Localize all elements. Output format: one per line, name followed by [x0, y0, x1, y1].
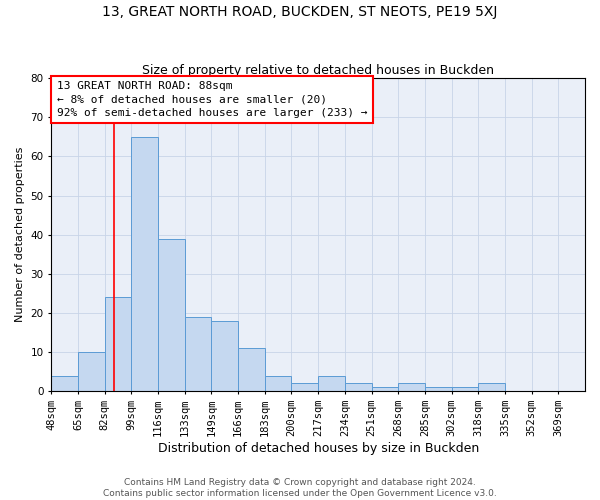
Text: 13 GREAT NORTH ROAD: 88sqm
← 8% of detached houses are smaller (20)
92% of semi-: 13 GREAT NORTH ROAD: 88sqm ← 8% of detac… — [56, 82, 367, 118]
Text: Contains HM Land Registry data © Crown copyright and database right 2024.
Contai: Contains HM Land Registry data © Crown c… — [103, 478, 497, 498]
Title: Size of property relative to detached houses in Buckden: Size of property relative to detached ho… — [142, 64, 494, 77]
Bar — [292, 384, 318, 392]
Bar — [265, 376, 292, 392]
Bar — [158, 238, 185, 392]
Bar — [52, 376, 78, 392]
Bar — [345, 384, 371, 392]
Bar — [478, 384, 505, 392]
Bar — [78, 352, 104, 392]
Bar — [371, 388, 398, 392]
Bar — [425, 388, 452, 392]
Bar — [318, 376, 345, 392]
Bar — [104, 298, 131, 392]
Y-axis label: Number of detached properties: Number of detached properties — [15, 147, 25, 322]
Bar — [452, 388, 478, 392]
Bar — [211, 321, 238, 392]
Bar — [131, 137, 158, 392]
Bar — [398, 384, 425, 392]
X-axis label: Distribution of detached houses by size in Buckden: Distribution of detached houses by size … — [158, 442, 479, 455]
Text: 13, GREAT NORTH ROAD, BUCKDEN, ST NEOTS, PE19 5XJ: 13, GREAT NORTH ROAD, BUCKDEN, ST NEOTS,… — [103, 5, 497, 19]
Bar — [238, 348, 265, 392]
Bar — [185, 317, 211, 392]
